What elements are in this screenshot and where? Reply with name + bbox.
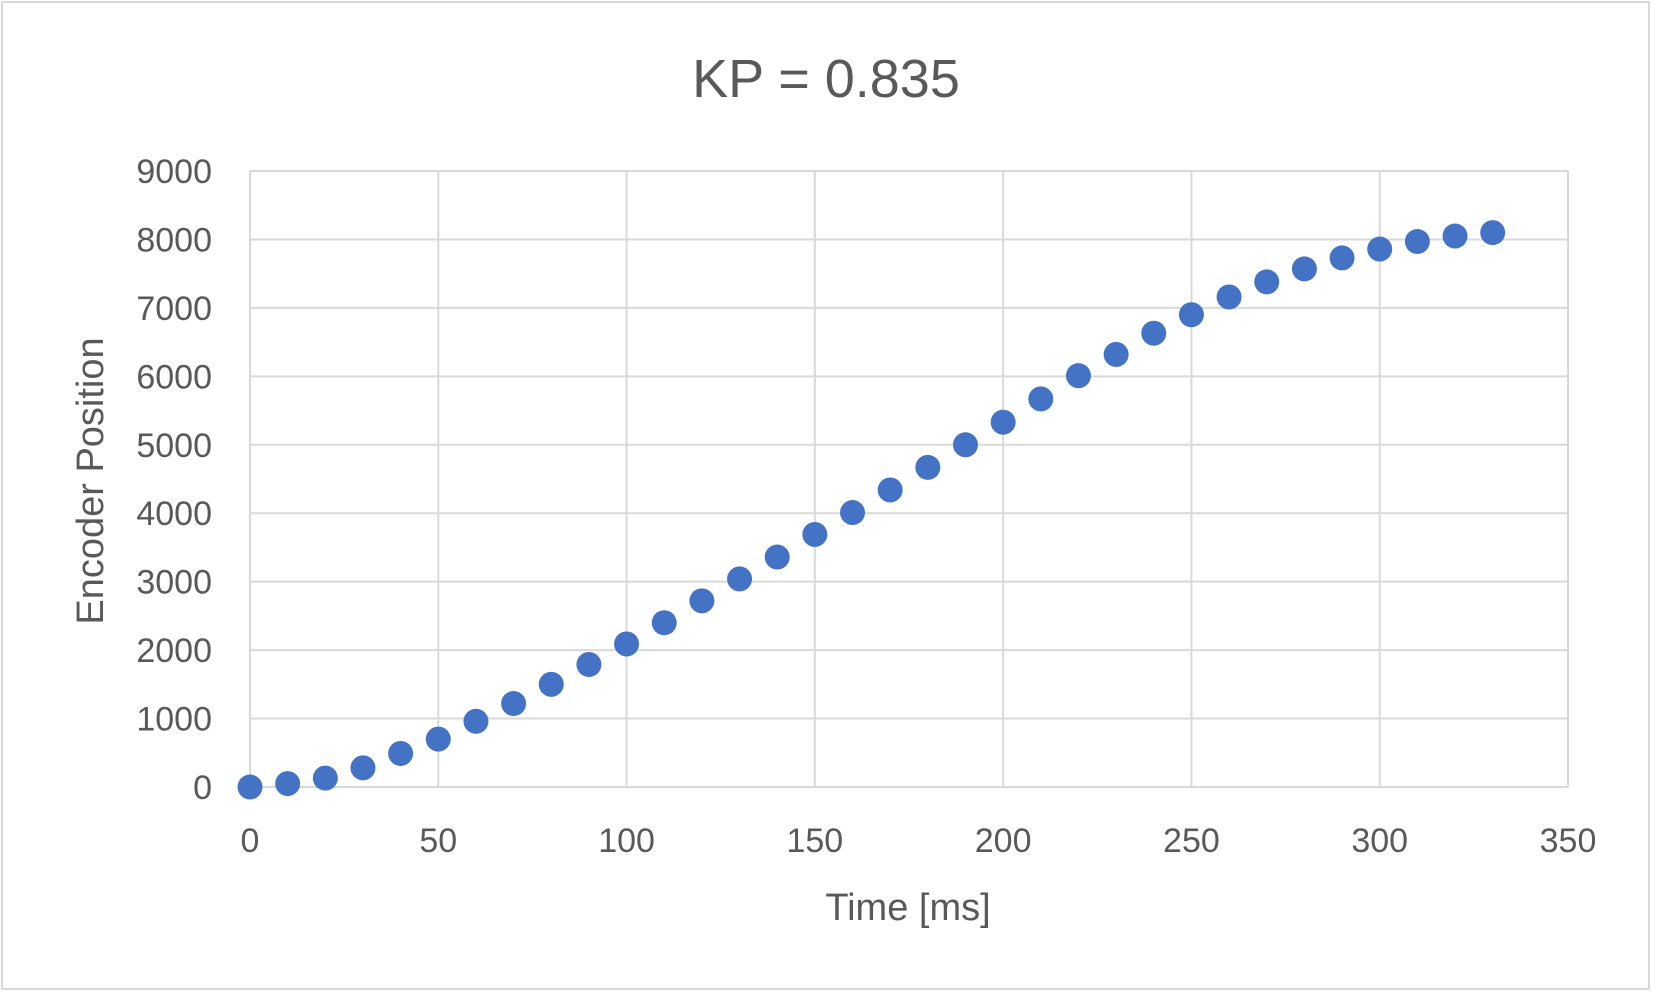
data-point [275, 771, 301, 797]
data-point [614, 631, 640, 657]
y-tick-label: 7000 [136, 290, 212, 328]
data-point [802, 521, 828, 547]
y-tick-label: 2000 [136, 632, 212, 670]
data-point [576, 651, 602, 677]
x-axis-label: Time [ms] [825, 887, 990, 929]
data-point [312, 765, 338, 791]
data-point [1442, 223, 1468, 249]
y-axis-ticks: 0 1000 2000 3000 4000 5000 6000 7000 8000 9000 [136, 153, 212, 807]
y-axis-label: Encoder Position [70, 337, 112, 624]
data-point [840, 500, 866, 526]
y-tick-label: 1000 [136, 701, 212, 739]
data-point [388, 740, 414, 766]
x-tick-label: 200 [975, 822, 1032, 860]
data-point [1216, 284, 1242, 310]
x-axis-ticks: 0 50 100 150 200 250 300 350 [241, 822, 1597, 860]
data-point [1367, 236, 1393, 262]
y-tick-label: 3000 [136, 564, 212, 602]
data-point [1254, 269, 1280, 295]
y-tick-label: 4000 [136, 495, 212, 533]
data-point [1141, 320, 1167, 346]
data-point [727, 566, 753, 592]
x-tick-label: 300 [1351, 822, 1408, 860]
data-point [952, 432, 978, 458]
data-points [237, 220, 1506, 800]
data-point [689, 588, 715, 614]
data-point [1404, 228, 1430, 254]
data-point [538, 671, 564, 697]
data-point [990, 409, 1016, 435]
chart-title: KP = 0.835 [692, 49, 960, 109]
data-point [915, 454, 941, 480]
data-point [1329, 245, 1355, 271]
y-tick-label: 6000 [136, 358, 212, 396]
data-point [237, 774, 263, 800]
data-point [1065, 363, 1091, 389]
data-point [877, 477, 903, 503]
data-point [1103, 341, 1129, 367]
data-point [1480, 220, 1506, 246]
x-tick-label: 350 [1540, 822, 1597, 860]
grid-lines [249, 170, 1569, 788]
y-tick-label: 8000 [136, 221, 212, 259]
y-tick-label: 9000 [136, 153, 212, 191]
data-point [425, 726, 451, 752]
x-tick-label: 50 [419, 822, 457, 860]
y-tick-label: 5000 [136, 427, 212, 465]
data-point [1178, 302, 1204, 328]
data-point [651, 610, 677, 636]
x-tick-label: 250 [1163, 822, 1220, 860]
data-point [1028, 386, 1054, 412]
y-tick-label: 0 [193, 769, 212, 807]
x-tick-label: 0 [241, 822, 260, 860]
data-point [501, 690, 527, 716]
data-point [350, 755, 376, 781]
data-point [1291, 256, 1317, 282]
data-point [463, 708, 489, 734]
x-tick-label: 150 [786, 822, 843, 860]
x-tick-label: 100 [598, 822, 655, 860]
data-point [764, 544, 790, 570]
